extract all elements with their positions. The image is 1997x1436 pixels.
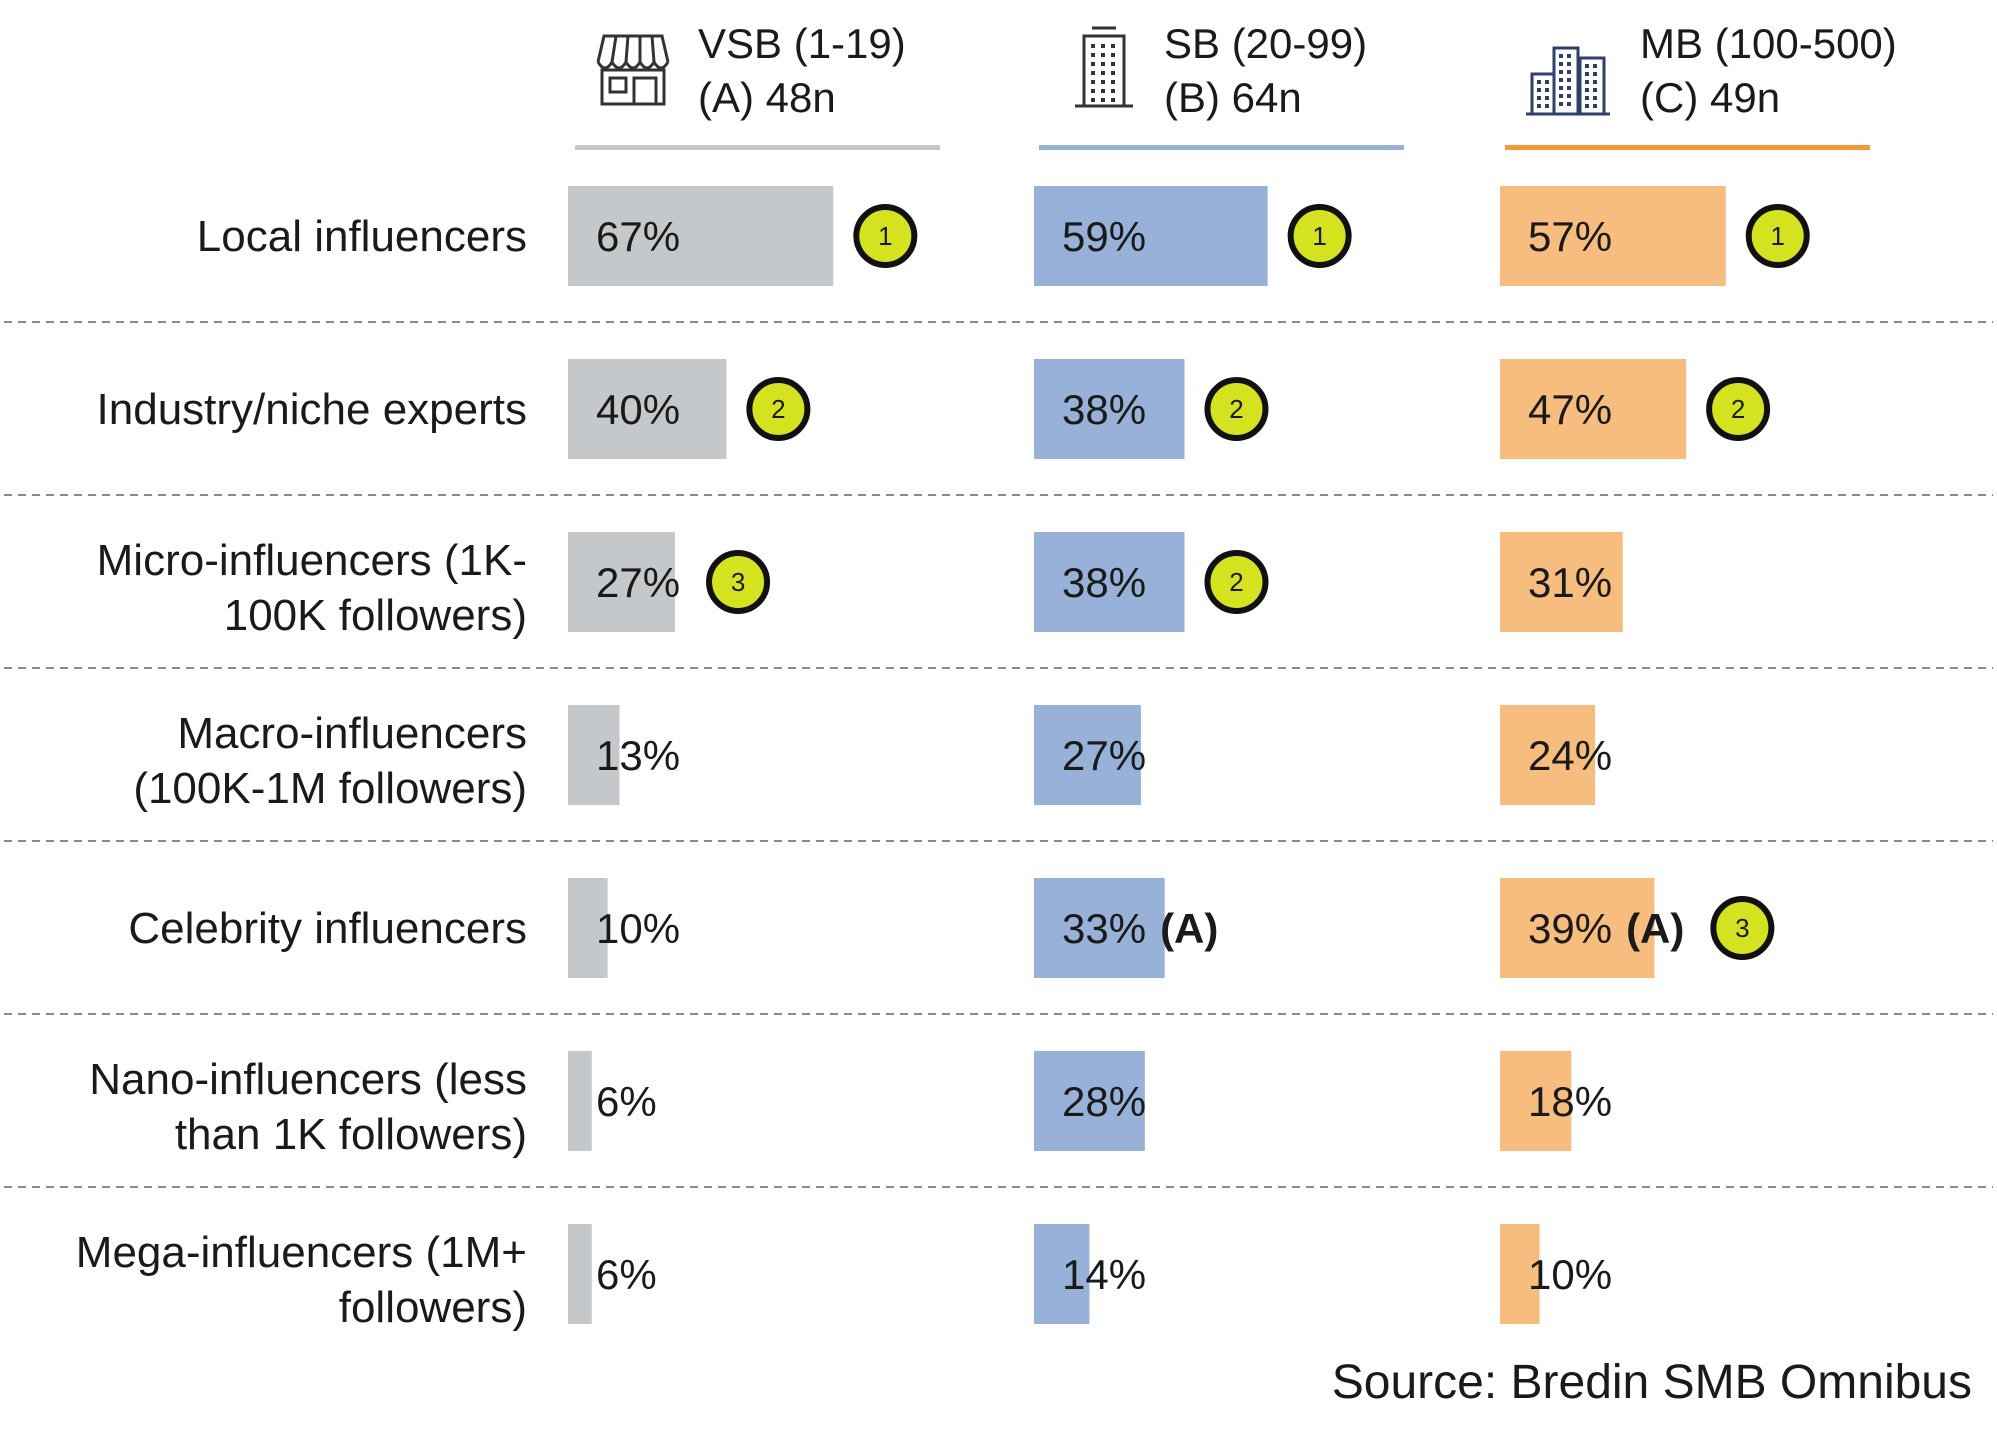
category-label: Macro-influencers — [177, 709, 527, 758]
data-label: 6% — [596, 1251, 657, 1298]
rank-badge-label: 1 — [878, 221, 892, 251]
bar — [568, 186, 834, 286]
data-label: 31% — [1528, 559, 1612, 606]
series-header-group: (B) 64n — [1164, 74, 1302, 121]
bar — [568, 359, 727, 459]
rank-badge — [1706, 377, 1771, 441]
data-label: 13% — [596, 732, 680, 779]
data-label: 38% — [1062, 386, 1146, 433]
bar — [1500, 1051, 1572, 1151]
rank-badge-label: 2 — [1731, 394, 1745, 424]
category-label: Celebrity influencers — [128, 904, 527, 953]
bar — [1034, 359, 1185, 459]
category-label: Local influencers — [197, 212, 527, 261]
category-label: than 1K followers) — [175, 1110, 527, 1159]
rank-badge-label: 2 — [1229, 394, 1243, 424]
bar — [1034, 705, 1141, 805]
rank-badge-label: 2 — [1229, 567, 1243, 597]
series-header-name: SB (20-99) — [1164, 20, 1367, 67]
category-label: Nano-influencers (less — [89, 1055, 527, 1104]
data-label: 10% — [596, 905, 680, 952]
data-label: 57% — [1528, 213, 1612, 260]
bar — [568, 532, 675, 632]
category-label: followers) — [339, 1283, 527, 1332]
data-label: 28% — [1062, 1078, 1146, 1125]
series-header-name: VSB (1-19) — [698, 20, 906, 67]
series-header-rule — [1039, 145, 1404, 150]
rank-badge-label: 1 — [1770, 221, 1784, 251]
bar — [568, 1051, 592, 1151]
category-label: 100K followers) — [224, 591, 527, 640]
data-label: 10% — [1528, 1251, 1612, 1298]
significance-marker: (A) — [1160, 905, 1218, 952]
city-buildings-icon — [1526, 46, 1610, 116]
series-header-rule — [575, 145, 940, 150]
bar — [568, 878, 608, 978]
source-note: Source: Bredin SMB Omnibus — [1331, 1356, 1972, 1409]
rank-badge-label: 2 — [771, 394, 785, 424]
bar — [1034, 186, 1268, 286]
series-header-name: MB (100-500) — [1640, 20, 1897, 67]
data-label: 18% — [1528, 1078, 1612, 1125]
series-header-group: (A) 48n — [698, 74, 836, 121]
data-label: 40% — [596, 386, 680, 433]
bar — [1500, 186, 1726, 286]
bar — [1500, 705, 1596, 805]
office-building-icon — [1075, 26, 1133, 108]
data-label: 47% — [1528, 386, 1612, 433]
data-label: 24% — [1528, 732, 1612, 779]
rank-badge — [1287, 204, 1352, 268]
data-label: 39% — [1528, 905, 1612, 952]
series-header-rule — [1505, 145, 1870, 150]
bar — [1500, 878, 1655, 978]
rank-badge — [706, 550, 771, 614]
bar — [1500, 532, 1623, 632]
data-label: 67% — [596, 213, 680, 260]
data-label: 27% — [596, 559, 680, 606]
bar — [1034, 878, 1165, 978]
rank-badge — [1204, 550, 1269, 614]
data-label: 14% — [1062, 1251, 1146, 1298]
bar — [568, 705, 620, 805]
rank-badge — [746, 377, 811, 441]
category-label: Industry/niche experts — [97, 385, 527, 434]
rank-badge-label: 3 — [731, 567, 745, 597]
rank-badge — [1204, 377, 1269, 441]
bar — [1500, 1224, 1540, 1324]
bar — [1500, 359, 1687, 459]
rank-badge-label: 1 — [1312, 221, 1326, 251]
category-label: Micro-influencers (1K- — [97, 536, 527, 585]
rank-badge — [1745, 204, 1810, 268]
storefront-icon — [596, 34, 670, 106]
category-label: Mega-influencers (1M+ — [76, 1228, 527, 1277]
rank-badge — [853, 204, 918, 268]
bar — [1034, 1051, 1145, 1151]
data-label: 38% — [1062, 559, 1146, 606]
significance-marker: (A) — [1626, 905, 1684, 952]
rank-badge — [1710, 896, 1775, 960]
bar — [1034, 532, 1185, 632]
data-label: 6% — [596, 1078, 657, 1125]
rank-badge-label: 3 — [1735, 913, 1749, 943]
bar — [1034, 1224, 1090, 1324]
data-label: 59% — [1062, 213, 1146, 260]
category-label: (100K-1M followers) — [133, 764, 527, 813]
data-label: 33% — [1062, 905, 1146, 952]
bar — [568, 1224, 592, 1324]
series-header-group: (C) 49n — [1640, 74, 1780, 121]
data-label: 27% — [1062, 732, 1146, 779]
